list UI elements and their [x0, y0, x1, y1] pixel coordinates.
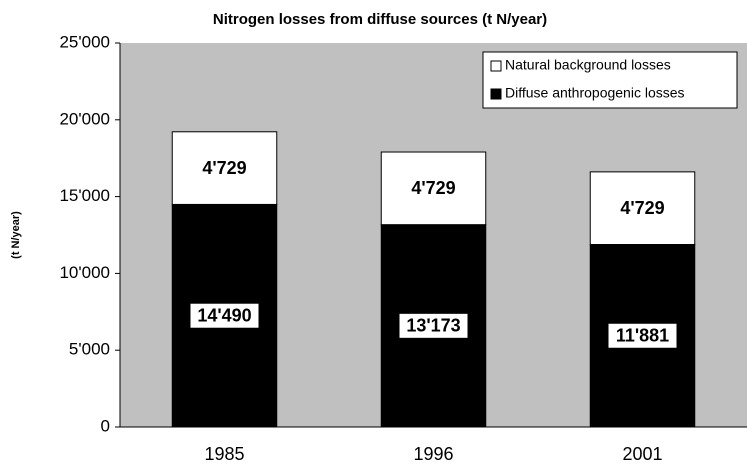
value-label: 4'729 — [620, 198, 664, 218]
bar-segment — [171, 131, 278, 205]
y-tick-label: 5'000 — [69, 340, 110, 359]
y-tick-label: 10'000 — [59, 263, 110, 282]
x-tick-label: 1996 — [413, 444, 453, 464]
value-label: 13'173 — [406, 316, 460, 336]
legend-label: Diffuse anthropogenic losses — [505, 85, 685, 101]
y-tick-label: 0 — [101, 416, 110, 435]
x-tick-label: 1985 — [204, 444, 244, 464]
bar-segment — [589, 171, 696, 246]
x-tick-label: 2001 — [622, 444, 662, 464]
legend-swatch — [490, 60, 502, 72]
value-label: 14'490 — [197, 305, 251, 325]
value-label: 4'729 — [202, 158, 246, 178]
value-label-box — [190, 303, 259, 328]
legend-box — [482, 51, 738, 109]
y-axis-label: (t N/year) — [10, 211, 22, 259]
legend-swatch — [490, 88, 502, 100]
value-label-box — [608, 323, 677, 348]
y-tick-label: 25'000 — [59, 32, 110, 51]
legend-label: Natural background losses — [505, 57, 671, 73]
y-tick-label: 20'000 — [59, 109, 110, 128]
y-tick-label: 15'000 — [59, 186, 110, 205]
value-label-box — [399, 313, 468, 338]
bar-segment — [380, 151, 487, 226]
value-label: 4'729 — [411, 178, 455, 198]
chart-title: Nitrogen losses from diffuse sources (t … — [213, 11, 547, 28]
value-label: 11'881 — [616, 326, 669, 346]
